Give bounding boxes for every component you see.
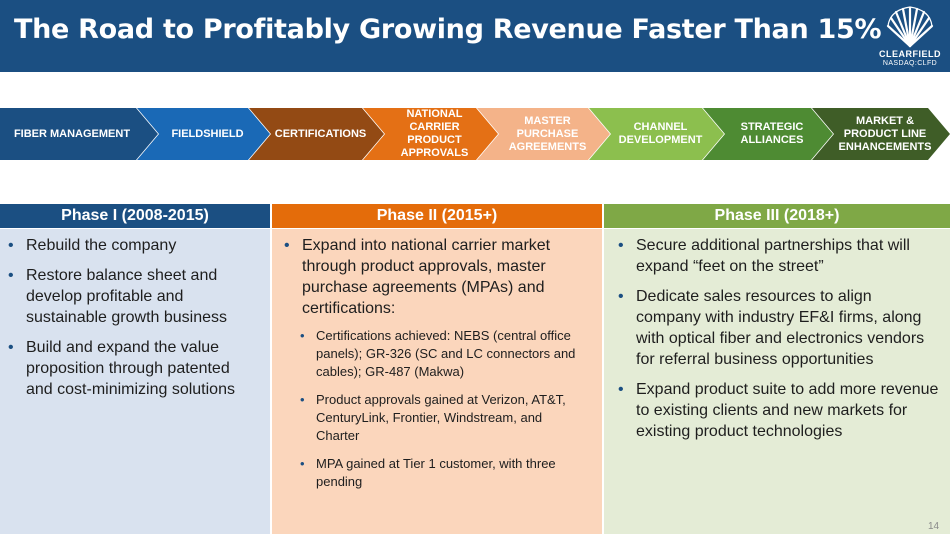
title-bar: The Road to Profitably Growing Revenue F…	[0, 0, 950, 72]
bullet: Dedicate sales resources to align compan…	[610, 286, 940, 370]
slide-title: The Road to Profitably Growing Revenue F…	[14, 14, 882, 45]
phase-1-heading: Phase I (2008-2015)	[0, 204, 270, 228]
bullet: Expand into national carrier market thro…	[276, 235, 582, 319]
sub-bullet: Certifications achieved: NEBS (central o…	[292, 327, 582, 381]
chevron-label: MARKET & PRODUCT LINE ENHANCEMENTS	[838, 114, 932, 153]
logo-ticker: NASDAQ:CLFD	[882, 60, 938, 67]
chevron-label: FIBER MANAGEMENT	[13, 127, 131, 140]
chevron-fieldshield: FIELDSHIELD	[137, 108, 270, 160]
phase-1-bullets: Rebuild the company Restore balance shee…	[0, 235, 254, 400]
chevron-label: NATIONAL CARRIER PRODUCT APPROVALS	[400, 108, 469, 159]
phase-3-bullets: Secure additional partnerships that will…	[610, 235, 940, 442]
chevron-fiber-management: FIBER MANAGEMENT	[0, 108, 158, 160]
bullet: Build and expand the value proposition t…	[0, 337, 254, 400]
page-number: 14	[928, 521, 940, 532]
phase-1-body: Rebuild the company Restore balance shee…	[0, 229, 270, 534]
chevron-market-product-line: MARKET & PRODUCT LINE ENHANCEMENTS	[812, 108, 950, 160]
phase-2-bullets: Expand into national carrier market thro…	[276, 235, 582, 319]
clearfield-logo: CLEARFIELD NASDAQ:CLFD	[872, 2, 948, 72]
roadmap-chevrons: FIBER MANAGEMENT FIELDSHIELD CERTIFICATI…	[0, 108, 950, 160]
shell-logo-icon	[886, 6, 934, 48]
phase-3-heading: Phase III (2018+)	[604, 204, 950, 228]
chevron-label: CHANNEL DEVELOPMENT	[618, 121, 703, 146]
chevron-channel-development: CHANNEL DEVELOPMENT	[589, 108, 724, 160]
chevron-label: MASTER PURCHASE AGREEMENTS	[508, 114, 587, 153]
sub-bullet: Product approvals gained at Verizon, AT&…	[292, 391, 582, 445]
phase-2-sub-bullets: Certifications achieved: NEBS (central o…	[276, 327, 582, 491]
chevron-label: FIELDSHIELD	[171, 127, 244, 140]
bullet: Restore balance sheet and develop profit…	[0, 265, 254, 328]
chevron-label: CERTIFICATIONS	[274, 127, 367, 140]
bullet: Rebuild the company	[0, 235, 254, 256]
phase-2-body: Expand into national carrier market thro…	[272, 229, 602, 534]
bullet: Expand product suite to add more revenue…	[610, 379, 940, 442]
chevron-master-purchase-agreements: MASTER PURCHASE AGREEMENTS	[477, 108, 610, 160]
chevron-national-carrier-approvals: NATIONAL CARRIER PRODUCT APPROVALS	[363, 108, 498, 160]
bullet: Secure additional partnerships that will…	[610, 235, 940, 277]
phase-3-body: Secure additional partnerships that will…	[604, 229, 950, 534]
chevron-certifications: CERTIFICATIONS	[249, 108, 384, 160]
chevron-label: STRATEGIC ALLIANCES	[740, 121, 804, 146]
logo-name: CLEARFIELD	[879, 49, 941, 59]
sub-bullet: MPA gained at Tier 1 customer, with thre…	[292, 455, 582, 491]
phase-2-heading: Phase II (2015+)	[272, 204, 602, 228]
